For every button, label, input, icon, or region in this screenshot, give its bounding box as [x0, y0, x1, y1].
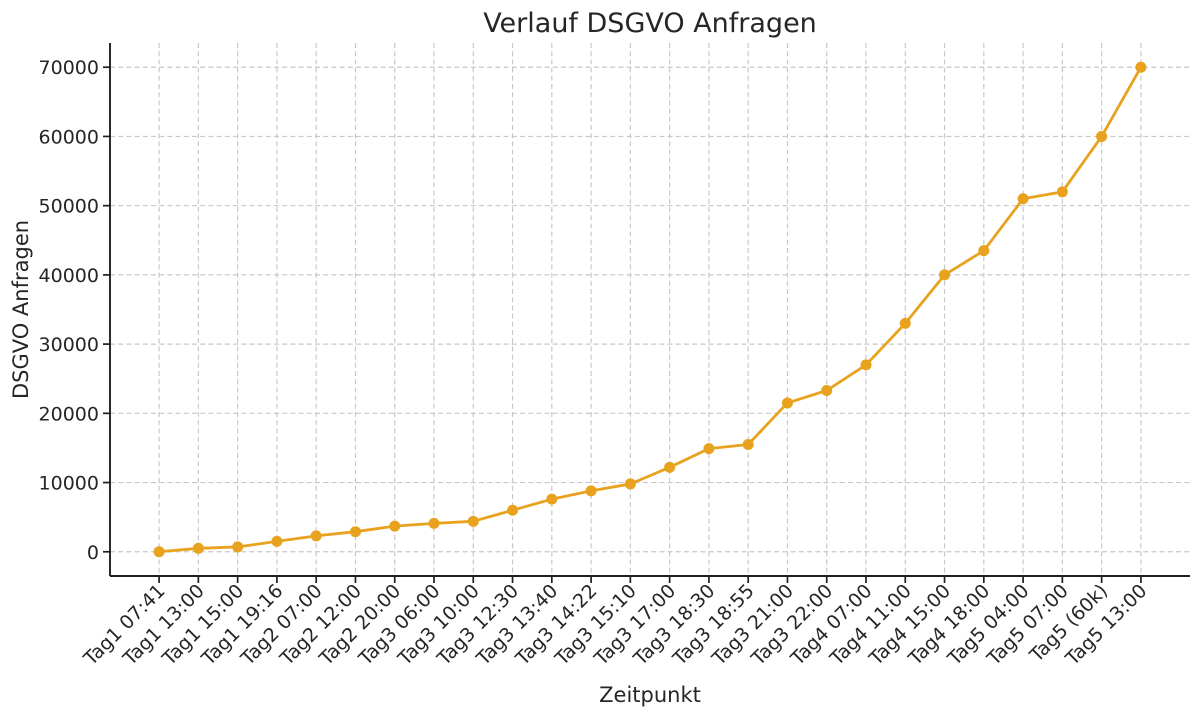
data-series [153, 61, 1147, 558]
data-point-marker [939, 269, 951, 281]
data-point-marker [1056, 186, 1068, 198]
axes-spines [109, 43, 1190, 577]
data-point-marker [1135, 61, 1147, 73]
data-point-marker [585, 485, 597, 497]
data-point-marker [232, 541, 244, 553]
data-point-marker [389, 520, 401, 532]
data-point-marker [349, 526, 361, 538]
y-tick-label: 30000 [39, 334, 99, 356]
data-point-marker [192, 542, 204, 554]
y-tick-label: 40000 [39, 265, 99, 287]
data-point-marker [1017, 193, 1029, 205]
y-tick-label: 70000 [39, 57, 99, 79]
y-tick-label: 0 [87, 542, 99, 564]
data-point-marker [899, 317, 911, 329]
y-tick-label: 50000 [39, 196, 99, 218]
data-point-marker [1096, 130, 1108, 142]
data-point-marker [742, 438, 754, 450]
x-axis-label: Zeitpunkt [599, 683, 701, 707]
y-tick-label: 60000 [39, 126, 99, 148]
data-point-marker [271, 535, 283, 547]
data-point-marker [310, 530, 322, 542]
y-axis-label: DSGVO Anfragen [9, 220, 33, 399]
data-point-marker [781, 397, 793, 409]
tick-marks-and-labels: 010000200003000040000500006000070000Tag1… [39, 57, 1152, 670]
data-point-marker [978, 245, 990, 257]
line-series [157, 65, 1143, 554]
data-point-marker [860, 359, 872, 371]
data-point-marker [467, 515, 479, 527]
data-point-marker [624, 478, 636, 490]
y-tick-label: 10000 [39, 473, 99, 495]
data-point-marker [821, 384, 833, 396]
data-point-marker [546, 493, 558, 505]
data-point-marker [428, 517, 440, 529]
data-point-marker [507, 504, 519, 516]
data-point-marker [153, 546, 165, 558]
data-point-marker [703, 443, 715, 455]
chart-title: Verlauf DSGVO Anfragen [483, 8, 817, 39]
y-tick-label: 20000 [39, 403, 99, 425]
data-point-marker [664, 461, 676, 473]
gridlines [110, 43, 1190, 576]
